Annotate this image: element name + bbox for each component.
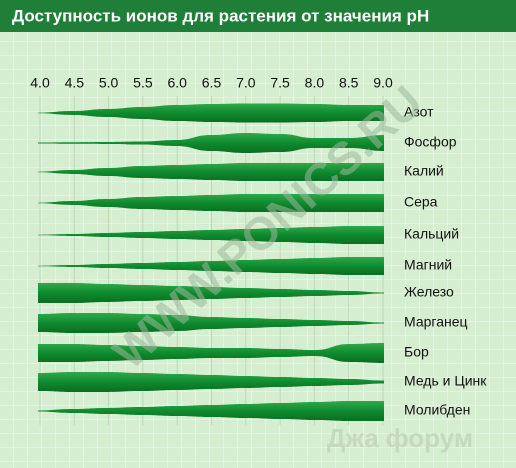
x-tick-label: 8.0 — [305, 75, 325, 91]
nutrient-band — [38, 343, 384, 363]
nutrient-band — [38, 401, 384, 421]
nutrient-label: Магний — [404, 257, 452, 273]
x-tick-label: 8.5 — [339, 75, 359, 91]
nutrient-band — [38, 372, 384, 392]
x-tick-label: 7.0 — [236, 75, 256, 91]
nutrient-label: Кальций — [404, 226, 459, 242]
nutrient-label: Железо — [404, 284, 454, 300]
nutrient-band — [38, 226, 384, 244]
nutrient-band — [38, 257, 384, 275]
nutrient-label: Медь и Цинк — [404, 373, 487, 389]
nutrient-band — [38, 194, 384, 212]
x-tick-label: 6.0 — [167, 75, 187, 91]
x-tick-label: 4.0 — [30, 75, 50, 91]
x-tick-label: 6.5 — [202, 75, 222, 91]
nutrient-label: Бор — [404, 344, 429, 360]
nutrient-band — [38, 163, 384, 181]
nutrient-label: Калий — [404, 163, 444, 179]
title-bar — [0, 0, 516, 32]
nutrient-band — [38, 283, 384, 303]
x-tick-label: 7.5 — [270, 75, 290, 91]
x-tick-label: 5.5 — [133, 75, 153, 91]
nutrient-label: Марганец — [404, 314, 468, 330]
footer-watermark: Джа форум — [327, 423, 473, 453]
nutrient-label: Сера — [404, 194, 438, 210]
x-tick-label: 4.5 — [65, 75, 85, 91]
nutrient-label: Фосфор — [404, 134, 457, 150]
title: Доступность ионов для растения от значен… — [12, 6, 429, 25]
nutrient-band — [38, 313, 384, 333]
nutrient-band — [38, 103, 384, 123]
x-tick-label: 9.0 — [373, 75, 393, 91]
x-tick-label: 5.0 — [99, 75, 119, 91]
nutrient-label: Молибден — [404, 402, 470, 418]
nutrient-band — [38, 133, 384, 153]
nutrient-label: Азот — [404, 104, 434, 120]
